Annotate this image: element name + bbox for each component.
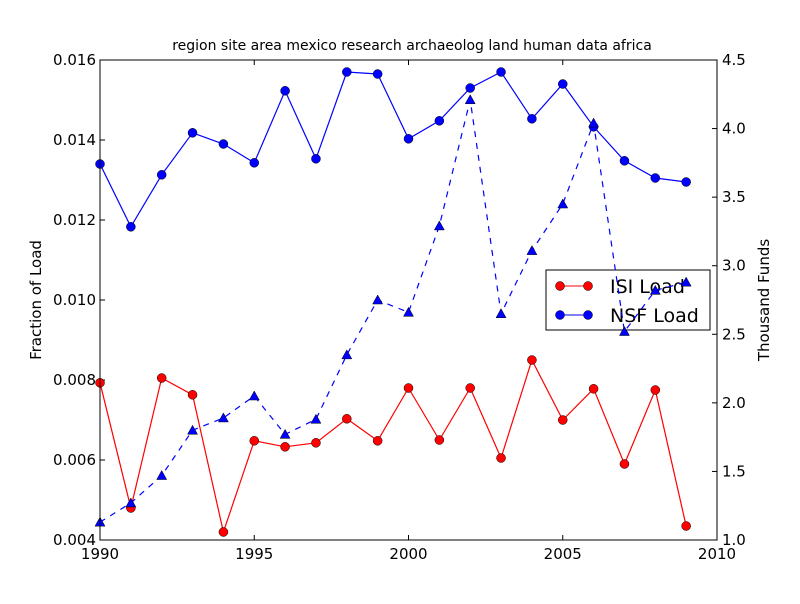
data-point xyxy=(403,383,414,393)
legend: ISI Load NSF Load xyxy=(545,269,711,331)
data-point xyxy=(311,438,321,448)
data-point xyxy=(310,413,322,424)
y-tick-label-right: 4.5 xyxy=(722,51,746,69)
legend-label-isi: ISI Load xyxy=(610,276,685,298)
y-tick-label: 0.006 xyxy=(53,451,96,469)
data-point xyxy=(342,67,352,77)
data-point xyxy=(372,294,384,305)
data-point xyxy=(496,67,506,77)
y-tick-label: 0.016 xyxy=(53,51,96,69)
y-tick-label: 0.010 xyxy=(53,291,96,309)
y-tick-label-right: 2.0 xyxy=(722,394,746,412)
data-point xyxy=(496,453,506,463)
data-point xyxy=(650,385,661,395)
series-line xyxy=(99,99,687,523)
data-point xyxy=(680,276,692,287)
data-point xyxy=(465,83,475,93)
legend-marker-nsf xyxy=(555,310,565,320)
data-point xyxy=(619,459,630,469)
data-point xyxy=(557,198,569,209)
data-point xyxy=(650,173,661,183)
data-point xyxy=(125,497,137,508)
data-point xyxy=(527,355,537,365)
data-point xyxy=(434,435,445,445)
x-tick-label: 2010 xyxy=(698,545,736,563)
series-nsf-load xyxy=(95,67,691,232)
data-point xyxy=(527,114,537,124)
data-point xyxy=(342,414,352,424)
data-point xyxy=(403,134,414,144)
legend-box xyxy=(545,269,711,331)
x-tick-label: 2000 xyxy=(389,545,427,563)
data-point xyxy=(526,245,538,255)
data-point xyxy=(403,306,414,317)
data-point xyxy=(681,177,691,187)
data-point xyxy=(619,326,630,336)
legend-label-nsf: NSF Load xyxy=(610,305,699,327)
data-point xyxy=(433,220,445,231)
data-point xyxy=(156,373,167,383)
data-point xyxy=(248,390,260,401)
data-point xyxy=(187,390,198,400)
data-point xyxy=(187,424,198,435)
y-axis-label: Fraction of Load xyxy=(27,240,45,360)
y-tick-label: 0.008 xyxy=(53,371,96,389)
x-tick-label: 1990 xyxy=(81,545,119,563)
data-point xyxy=(126,222,136,232)
y-tick-label-right: 1.5 xyxy=(722,462,746,480)
y-tick-label: 0.012 xyxy=(53,211,96,229)
y-tick-label-right: 2.5 xyxy=(722,325,746,343)
series-line xyxy=(99,71,687,229)
data-point xyxy=(280,442,290,452)
data-point xyxy=(341,349,353,360)
data-point xyxy=(558,79,568,89)
plot-frame xyxy=(99,59,718,541)
data-point xyxy=(156,170,167,180)
data-point xyxy=(280,86,290,96)
y-tick-label-right: 4.0 xyxy=(722,120,746,138)
data-point xyxy=(279,428,291,439)
data-point xyxy=(217,412,229,423)
y-tick-label: 0.004 xyxy=(53,531,96,549)
legend-marker-nsf xyxy=(583,310,593,320)
series-isi-load xyxy=(95,355,691,537)
data-point xyxy=(588,117,600,128)
y-tick-label-right: 3.5 xyxy=(722,188,746,206)
data-point xyxy=(464,94,476,105)
y-tick-label-right: 1.0 xyxy=(722,531,746,549)
y-tick-label: 0.014 xyxy=(53,131,96,149)
data-point xyxy=(249,158,259,168)
data-point xyxy=(465,383,475,393)
series-line xyxy=(99,358,687,535)
data-point xyxy=(156,470,168,480)
data-point xyxy=(681,521,691,531)
data-point xyxy=(218,527,229,537)
data-point xyxy=(372,69,383,79)
data-point xyxy=(218,139,229,149)
x-tick-label: 1995 xyxy=(235,545,273,563)
legend-marker-isi xyxy=(583,281,593,291)
data-point xyxy=(649,284,661,295)
y-axis-label-right: Thousand Funds xyxy=(755,239,773,362)
data-point xyxy=(619,156,630,166)
data-point xyxy=(588,384,599,394)
x-tick-label: 2005 xyxy=(544,545,582,563)
chart-title: region site area mexico research archaeo… xyxy=(172,38,652,54)
data-point xyxy=(434,116,445,126)
legend-marker-isi xyxy=(555,281,565,291)
data-point xyxy=(187,128,198,138)
data-point xyxy=(372,436,383,446)
data-point xyxy=(311,154,321,164)
data-point xyxy=(495,308,507,318)
y-tick-label-right: 3.0 xyxy=(722,257,746,275)
data-point xyxy=(249,436,259,446)
data-point xyxy=(558,415,568,425)
